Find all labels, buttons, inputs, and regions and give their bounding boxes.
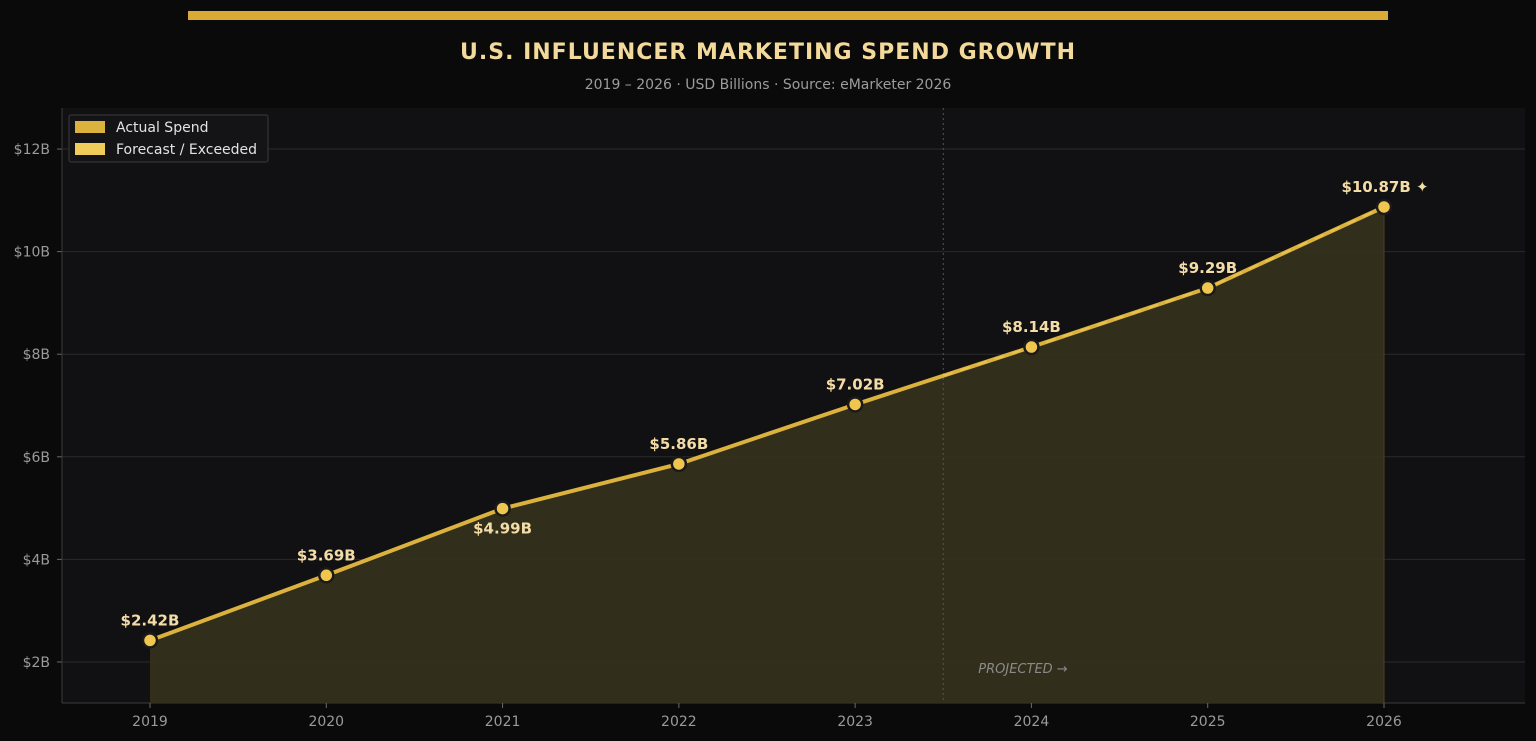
data-label: $3.69B	[297, 546, 356, 564]
area-fill	[150, 206, 1384, 703]
series-line	[148, 204, 1386, 643]
legend-swatch-actual	[75, 121, 105, 133]
data-point	[670, 455, 688, 473]
data-point	[1375, 198, 1393, 216]
y-tick-label: $4B	[23, 552, 50, 568]
x-tick-label: 2021	[485, 714, 521, 730]
y-tick-label: $12B	[14, 142, 50, 158]
data-label: $9.29B	[1178, 259, 1237, 277]
data-point	[1199, 279, 1216, 297]
accent-bar	[188, 11, 1388, 20]
x-tick-label: 2026	[1366, 714, 1402, 730]
data-point	[1023, 338, 1040, 356]
legend-swatch-forecast	[75, 143, 105, 155]
x-tick-label: 2020	[308, 714, 344, 730]
data-label: $10.87B ✦	[1341, 178, 1428, 196]
chart-subtitle: 2019 – 2026 · USD Billions · Source: eMa…	[584, 77, 952, 93]
legend-box	[68, 114, 269, 163]
x-tick-label: 2023	[837, 714, 873, 730]
data-point	[846, 396, 864, 413]
legend-label-actual: Actual Spend	[116, 120, 208, 136]
legend: Actual Spend Forecast / Exceeded	[68, 114, 269, 163]
data-label: $5.86B	[649, 435, 708, 453]
y-tick-label: $2B	[23, 655, 50, 671]
x-tick-label: 2024	[1014, 714, 1050, 730]
y-tick-label: $6B	[23, 450, 50, 466]
chart-title: U.S. INFLUENCER MARKETING SPEND GROWTH	[460, 40, 1076, 65]
data-label: $2.42B	[121, 611, 180, 629]
y-tick-label: $8B	[23, 347, 50, 363]
x-tick-label: 2025	[1190, 714, 1226, 730]
data-label: $8.14B	[1002, 318, 1061, 336]
legend-label-forecast: Forecast / Exceeded	[116, 142, 257, 158]
data-label: $4.99B	[473, 520, 532, 538]
data-point	[494, 500, 511, 517]
data-point	[318, 567, 335, 584]
data-point	[141, 632, 159, 649]
y-tick-label: $10B	[14, 245, 50, 261]
x-tick-label: 2019	[132, 714, 168, 730]
x-tick-label: 2022	[661, 714, 697, 730]
data-label: $7.02B	[826, 375, 885, 393]
forecast-line	[942, 206, 1385, 377]
projected-label: PROJECTED →	[978, 662, 1068, 677]
